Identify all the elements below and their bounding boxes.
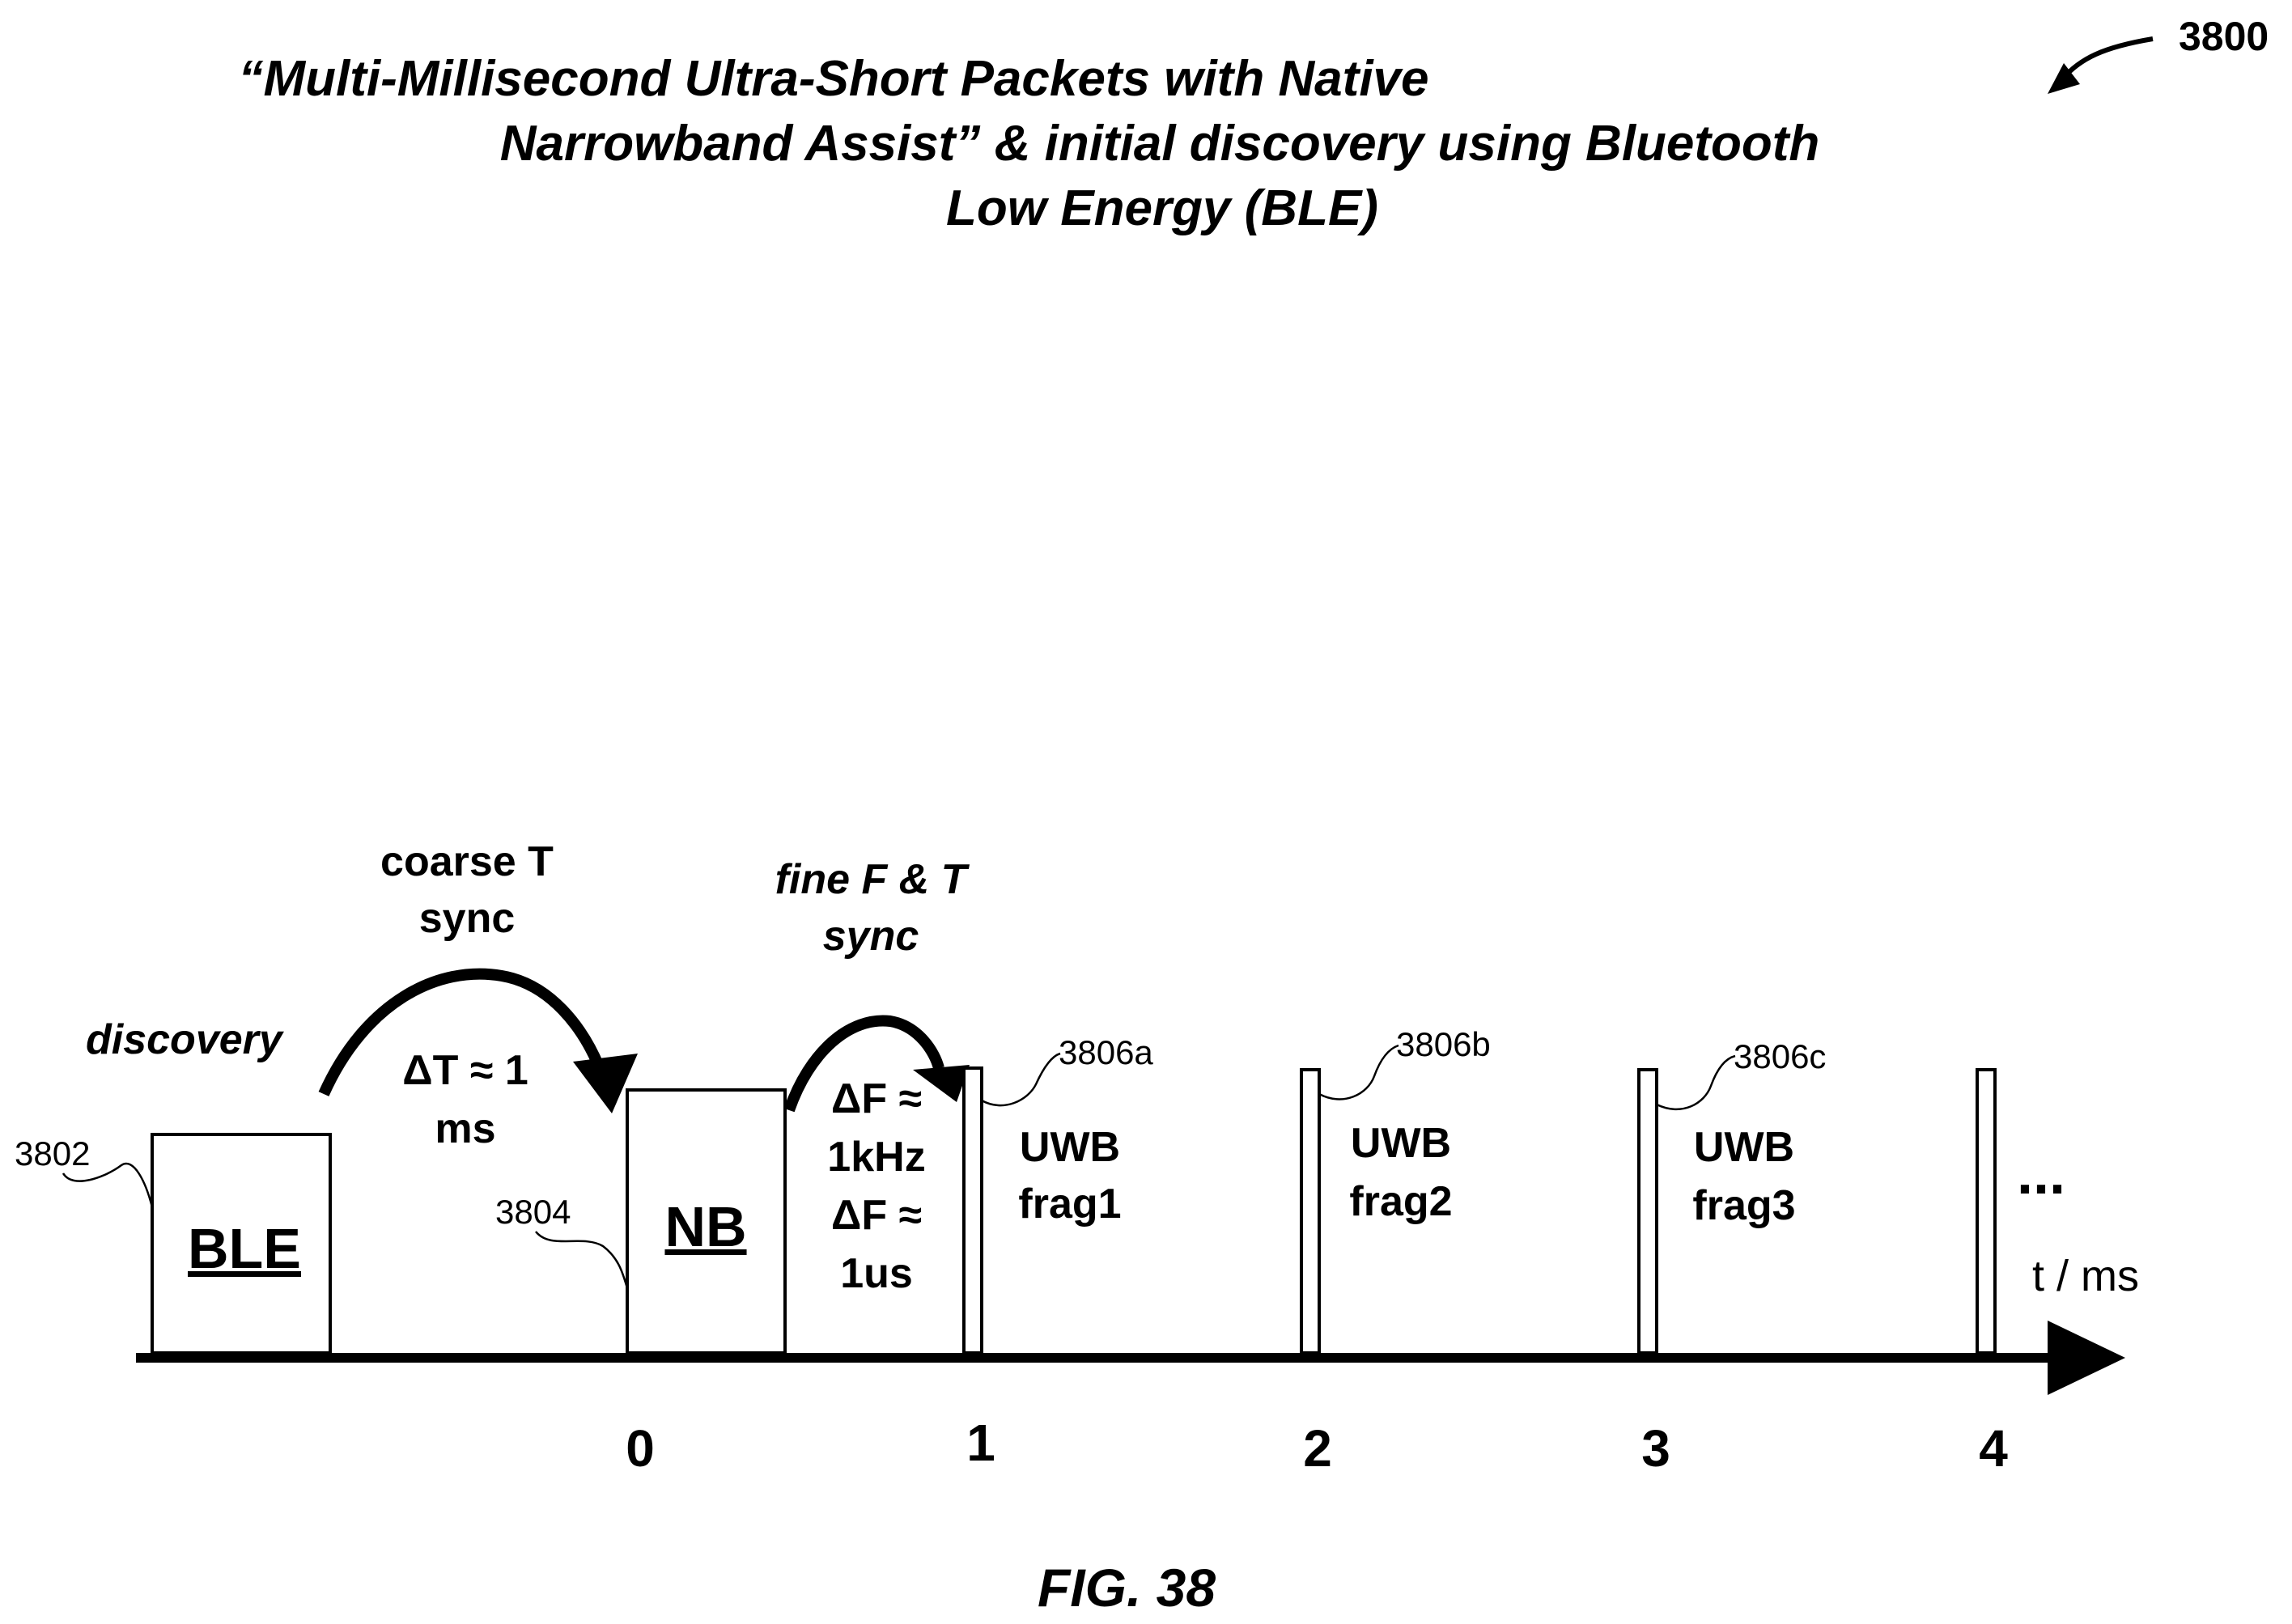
nb-ref-number: 3804 [495,1193,571,1231]
axis-unit-label: t / ms [2032,1252,2139,1300]
tick-label-3: 3 [1641,1419,1670,1478]
figure-caption: FIG. 38 [1038,1558,1216,1618]
fragment-3-label-line-2: frag3 [1692,1182,1795,1229]
nb-ref-leader [535,1231,629,1289]
ble-ref-number: 3802 [15,1134,90,1172]
title-line-2: Narrowband Assist” & initial discovery u… [500,116,1820,172]
fragment-2-label-line-1: UWB [1351,1120,1451,1167]
delta-f-line-1: ΔF ≈ [831,1075,922,1122]
delta-t-line-2: ms [435,1105,495,1152]
delta-t-line-1: ΔT ≈ 1 [402,1047,528,1094]
tick-label-2: 2 [1303,1419,1332,1478]
uwb-pulse-1 [962,1066,983,1355]
discovery-label: discovery [86,1016,285,1063]
title-line-3: Low Energy (BLE) [946,180,1378,236]
delta-f-line-3: ΔF ≈ [831,1192,922,1239]
ble-ref-leader [62,1162,154,1208]
coarse-sync-line-1: coarse T [380,838,554,885]
tick-label-4: 4 [1979,1419,2008,1478]
nb-block [626,1088,787,1355]
nb-block-label: NB [664,1195,746,1258]
figure-number-label: 3800 [2179,14,2269,59]
fragment-1-label-line-2: frag1 [1018,1181,1121,1228]
fragment-1-ref: 3806a [1059,1033,1153,1071]
fine-sync-arrowhead [913,1065,970,1102]
fine-sync-line-1: fine F & T [775,856,970,903]
continuation-ellipsis: ... [2017,1142,2065,1206]
fragment-3-leader [1656,1054,1736,1111]
fragment-2-ref: 3806b [1396,1025,1491,1063]
coarse-sync-line-2: sync [419,895,516,942]
fragment-2-leader [1318,1044,1399,1100]
fragment-3-label-line-1: UWB [1694,1124,1794,1171]
coarse-sync-curve-arrow [318,968,605,1096]
uwb-pulse-3 [1637,1068,1658,1355]
tick-label-0: 0 [626,1419,655,1478]
uwb-pulse-4 [1976,1068,1997,1355]
fragment-1-label-line-1: UWB [1020,1124,1120,1171]
uwb-pulse-2 [1300,1068,1321,1355]
fine-sync-curve-arrow [783,1015,944,1113]
tick-label-1: 1 [966,1414,995,1472]
delta-f-line-4: 1us [840,1250,913,1297]
ble-block [151,1133,332,1355]
title-line-1: “Multi-Millisecond Ultra-Short Packets w… [238,51,1428,107]
fragment-2-label-line-2: frag2 [1349,1178,1452,1225]
fine-sync-line-2: sync [823,913,919,960]
fragment-3-ref: 3806c [1734,1037,1826,1075]
figure-number-arrow [2060,36,2154,81]
fragment-1-leader [981,1052,1061,1107]
ble-block-label: BLE [188,1217,301,1280]
coarse-sync-arrowhead [573,1054,638,1113]
figure-number-arrowhead [2048,63,2080,94]
time-axis-arrowhead [2048,1321,2125,1395]
delta-f-line-2: 1kHz [827,1134,925,1181]
